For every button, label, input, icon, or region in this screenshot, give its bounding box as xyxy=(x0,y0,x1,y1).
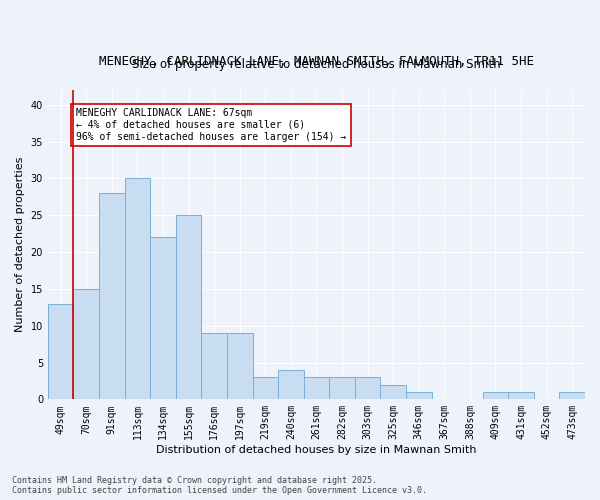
Title: Size of property relative to detached houses in Mawnan Smith: Size of property relative to detached ho… xyxy=(132,58,501,70)
X-axis label: Distribution of detached houses by size in Mawnan Smith: Distribution of detached houses by size … xyxy=(156,445,477,455)
Y-axis label: Number of detached properties: Number of detached properties xyxy=(15,157,25,332)
Bar xyxy=(278,370,304,400)
Bar xyxy=(99,193,125,400)
Text: MENEGHY, CARLIDNACK LANE, MAWNAN SMITH, FALMOUTH, TR11 5HE: MENEGHY, CARLIDNACK LANE, MAWNAN SMITH, … xyxy=(99,56,534,68)
Bar xyxy=(304,377,329,400)
Bar xyxy=(227,333,253,400)
Bar xyxy=(380,384,406,400)
Bar xyxy=(73,289,99,400)
Bar xyxy=(406,392,431,400)
Bar xyxy=(482,392,508,400)
Text: Contains HM Land Registry data © Crown copyright and database right 2025.
Contai: Contains HM Land Registry data © Crown c… xyxy=(12,476,427,495)
Bar xyxy=(48,304,73,400)
Bar xyxy=(253,377,278,400)
Bar xyxy=(125,178,150,400)
Bar xyxy=(329,377,355,400)
Bar xyxy=(508,392,534,400)
Bar xyxy=(202,333,227,400)
Bar xyxy=(559,392,585,400)
Text: MENEGHY CARLIDNACK LANE: 67sqm
← 4% of detached houses are smaller (6)
96% of se: MENEGHY CARLIDNACK LANE: 67sqm ← 4% of d… xyxy=(76,108,346,142)
Bar xyxy=(176,215,202,400)
Bar xyxy=(355,377,380,400)
Bar xyxy=(150,238,176,400)
